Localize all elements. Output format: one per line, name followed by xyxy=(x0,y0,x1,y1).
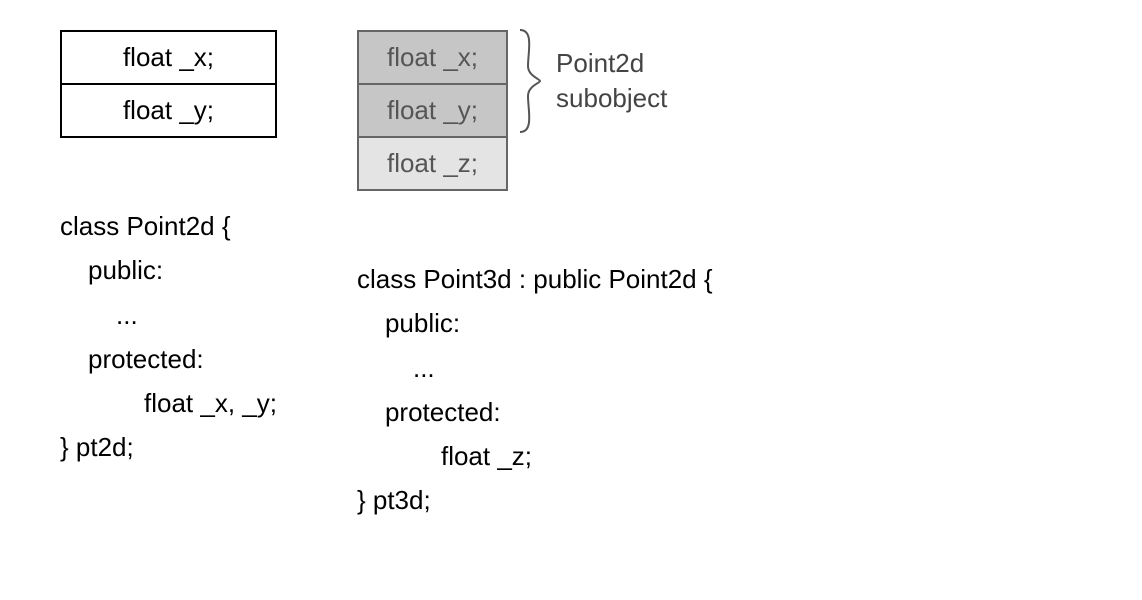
code-line: ... xyxy=(357,353,435,383)
point3d-code: class Point3d : public Point2d { public:… xyxy=(357,213,713,567)
code-line: } pt3d; xyxy=(357,485,431,515)
layout-cell: float _x; xyxy=(359,32,506,85)
code-line: class Point3d : public Point2d { xyxy=(357,264,713,294)
right-column: float _x; float _y; float _z; Point2d su… xyxy=(357,30,713,567)
code-line: class Point2d { xyxy=(60,211,231,241)
label-line: subobject xyxy=(556,83,667,113)
layout-cell: float _y; xyxy=(359,85,506,138)
code-line: float _z; xyxy=(357,441,532,471)
layout-cell: float _z; xyxy=(359,138,506,189)
code-line: ... xyxy=(60,300,138,330)
layout-cell: float _x; xyxy=(62,32,275,85)
code-line: public: xyxy=(357,308,460,338)
code-line: } pt2d; xyxy=(60,432,134,462)
diagram-container: float _x; float _y; class Point2d { publ… xyxy=(40,30,1102,567)
point3d-box-with-label: float _x; float _y; float _z; Point2d su… xyxy=(357,30,713,191)
code-line: float _x, _y; xyxy=(60,388,277,418)
code-line: public: xyxy=(60,255,163,285)
point2d-layout-box: float _x; float _y; xyxy=(60,30,277,138)
curly-brace-icon xyxy=(518,26,542,136)
code-line: protected: xyxy=(60,344,204,374)
point3d-layout-box: float _x; float _y; float _z; xyxy=(357,30,508,191)
brace-and-label: Point2d subobject xyxy=(518,26,667,136)
left-column: float _x; float _y; class Point2d { publ… xyxy=(40,30,277,514)
label-line: Point2d xyxy=(556,48,644,78)
layout-cell: float _y; xyxy=(62,85,275,136)
point2d-code: class Point2d { public: ... protected: f… xyxy=(60,160,277,514)
subobject-label: Point2d subobject xyxy=(556,46,667,116)
code-line: protected: xyxy=(357,397,501,427)
